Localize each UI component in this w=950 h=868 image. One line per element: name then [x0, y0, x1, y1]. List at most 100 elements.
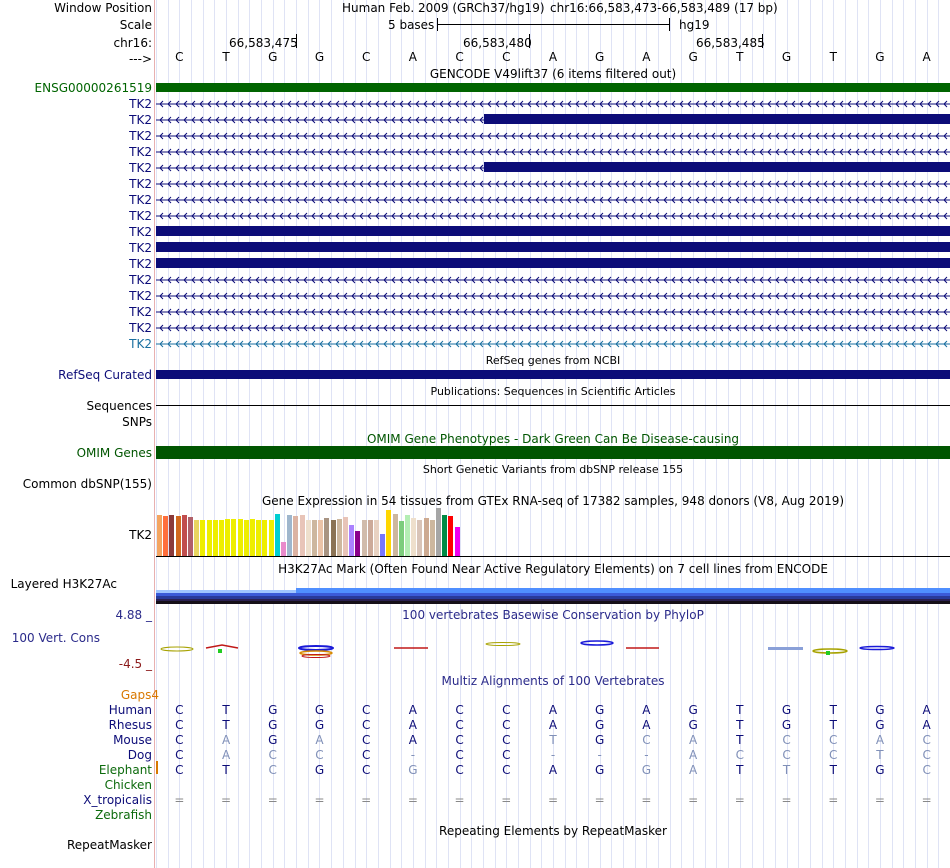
ensg-gene-bar[interactable] — [156, 83, 950, 92]
gencode-transcript-label[interactable]: TK2 — [129, 129, 152, 143]
transcript-line[interactable] — [156, 212, 950, 220]
gtex-tissue-bar[interactable] — [392, 514, 398, 556]
omim-gene-bar[interactable] — [156, 446, 950, 459]
gencode-transcript-label[interactable]: TK2 — [129, 145, 152, 159]
transcript-line[interactable] — [156, 180, 950, 188]
gtex-tissue-bar[interactable] — [305, 520, 311, 556]
transcript-exon[interactable] — [156, 226, 950, 236]
gtex-tissue-bar[interactable] — [181, 515, 187, 556]
omim-label[interactable]: OMIM Genes — [76, 446, 152, 460]
gtex-tissue-bar[interactable] — [429, 520, 435, 556]
gtex-tissue-bar[interactable] — [324, 518, 330, 556]
transcript-line[interactable] — [156, 196, 950, 204]
gencode-transcript-label[interactable]: TK2 — [129, 97, 152, 111]
gtex-tissue-bar[interactable] — [250, 519, 255, 556]
transcript-exon[interactable] — [484, 114, 950, 124]
transcript-exon[interactable] — [156, 242, 950, 252]
gtex-tissue-bar[interactable] — [212, 520, 218, 556]
gtex-tissue-bar[interactable] — [163, 516, 169, 556]
gtex-tissue-bar[interactable] — [318, 520, 324, 556]
gtex-tissue-bar[interactable] — [200, 520, 206, 556]
species-label[interactable]: Human — [108, 703, 152, 717]
gencode-transcript-label[interactable]: TK2 — [129, 193, 152, 207]
gtex-tissue-bar[interactable] — [188, 517, 193, 556]
gencode-transcript-label[interactable]: TK2 — [129, 257, 152, 271]
gtex-tissue-bar[interactable] — [287, 515, 293, 556]
gencode-transcript-label[interactable]: TK2 — [129, 289, 152, 303]
conservation-label[interactable]: 100 Vert. Cons — [11, 631, 100, 645]
species-label[interactable]: Zebrafish — [95, 808, 152, 822]
gtex-tissue-bar[interactable] — [448, 516, 454, 556]
gtex-tissue-bar[interactable] — [262, 520, 268, 556]
transcript-line[interactable] — [156, 340, 950, 348]
gtex-tissue-bar[interactable] — [386, 510, 392, 556]
transcript-line[interactable] — [156, 276, 950, 284]
gtex-label[interactable]: TK2 — [129, 528, 152, 542]
gtex-tissue-bar[interactable] — [436, 508, 441, 556]
gtex-tissue-bar[interactable] — [169, 515, 175, 556]
sequences-line[interactable] — [156, 405, 950, 406]
gtex-tissue-bar[interactable] — [411, 518, 417, 556]
transcript-line[interactable] — [156, 100, 950, 108]
gtex-tissue-bar[interactable] — [281, 542, 286, 556]
gtex-tissue-bar[interactable] — [336, 519, 342, 556]
transcript-line[interactable] — [156, 292, 950, 300]
gencode-transcript-label[interactable]: TK2 — [129, 321, 152, 335]
sequences-label[interactable]: Sequences — [86, 399, 152, 413]
gencode-transcript-label[interactable]: TK2 — [129, 113, 152, 127]
gtex-tissue-bar[interactable] — [225, 519, 231, 556]
gtex-tissue-bar[interactable] — [157, 515, 162, 556]
dbsnp-label[interactable]: Common dbSNP(155) — [22, 477, 152, 491]
snps-label[interactable]: SNPs — [122, 415, 152, 429]
gencode-transcript-label[interactable]: TK2 — [129, 305, 152, 319]
gtex-tissue-bar[interactable] — [312, 520, 317, 556]
gtex-tissue-bar[interactable] — [256, 520, 262, 556]
gencode-transcript-label[interactable]: TK2 — [129, 209, 152, 223]
transcript-line[interactable] — [156, 132, 950, 140]
refseq-label[interactable]: RefSeq Curated — [58, 368, 152, 382]
repeatmasker-label[interactable]: RepeatMasker — [66, 838, 152, 852]
transcript-line[interactable] — [156, 324, 950, 332]
gencode-transcript-label[interactable]: TK2 — [129, 241, 152, 255]
gtex-tissue-bar[interactable] — [175, 516, 181, 556]
gtex-tissue-bar[interactable] — [405, 515, 410, 556]
gtex-tissue-bar[interactable] — [442, 515, 448, 556]
gtex-tissue-bar[interactable] — [243, 520, 249, 556]
transcript-line[interactable] — [156, 148, 950, 156]
gtex-tissue-bar[interactable] — [330, 520, 336, 556]
gencode-transcript-label[interactable]: TK2 — [129, 225, 152, 239]
conservation-logos[interactable] — [156, 636, 950, 660]
gtex-tissue-bar[interactable] — [423, 518, 429, 556]
gtex-tissue-bar[interactable] — [398, 521, 404, 556]
gtex-tissue-bar[interactable] — [231, 519, 237, 556]
ensg-label[interactable]: ENSG00000261519 — [34, 81, 152, 95]
refseq-gene-bar[interactable] — [156, 370, 950, 379]
species-label[interactable]: Dog — [127, 748, 152, 762]
gtex-tissue-bar[interactable] — [355, 531, 361, 556]
gencode-transcript-label[interactable]: TK2 — [129, 273, 152, 287]
gtex-tissue-bar[interactable] — [349, 525, 355, 556]
gtex-tissue-bar[interactable] — [219, 520, 224, 556]
gtex-tissue-bar[interactable] — [361, 520, 367, 556]
gtex-tissue-bar[interactable] — [367, 520, 373, 556]
species-label[interactable]: Mouse — [113, 733, 152, 747]
gtex-tissue-bar[interactable] — [343, 517, 348, 556]
gtex-tissue-bar[interactable] — [299, 515, 305, 556]
transcript-exon[interactable] — [156, 258, 950, 268]
h3k27ac-label[interactable]: Layered H3K27Ac — [10, 577, 117, 591]
species-label[interactable]: Rhesus — [108, 718, 152, 732]
gtex-tissue-bar[interactable] — [454, 527, 460, 556]
species-label[interactable]: X_tropicalis — [83, 793, 152, 807]
gtex-tissue-bar[interactable] — [293, 516, 299, 556]
gtex-tissue-bar[interactable] — [237, 519, 243, 556]
gencode-transcript-label[interactable]: TK2 — [129, 177, 152, 191]
gaps-label[interactable]: Gaps4 — [120, 688, 159, 702]
gtex-tissue-bar[interactable] — [268, 520, 274, 556]
gtex-tissue-bar[interactable] — [194, 520, 200, 556]
gencode-transcript-label[interactable]: TK2 — [129, 161, 152, 175]
gtex-tissue-bar[interactable] — [374, 520, 379, 556]
species-label[interactable]: Elephant — [98, 763, 152, 777]
gtex-tissue-bar[interactable] — [274, 514, 280, 556]
species-label[interactable]: Chicken — [104, 778, 152, 792]
